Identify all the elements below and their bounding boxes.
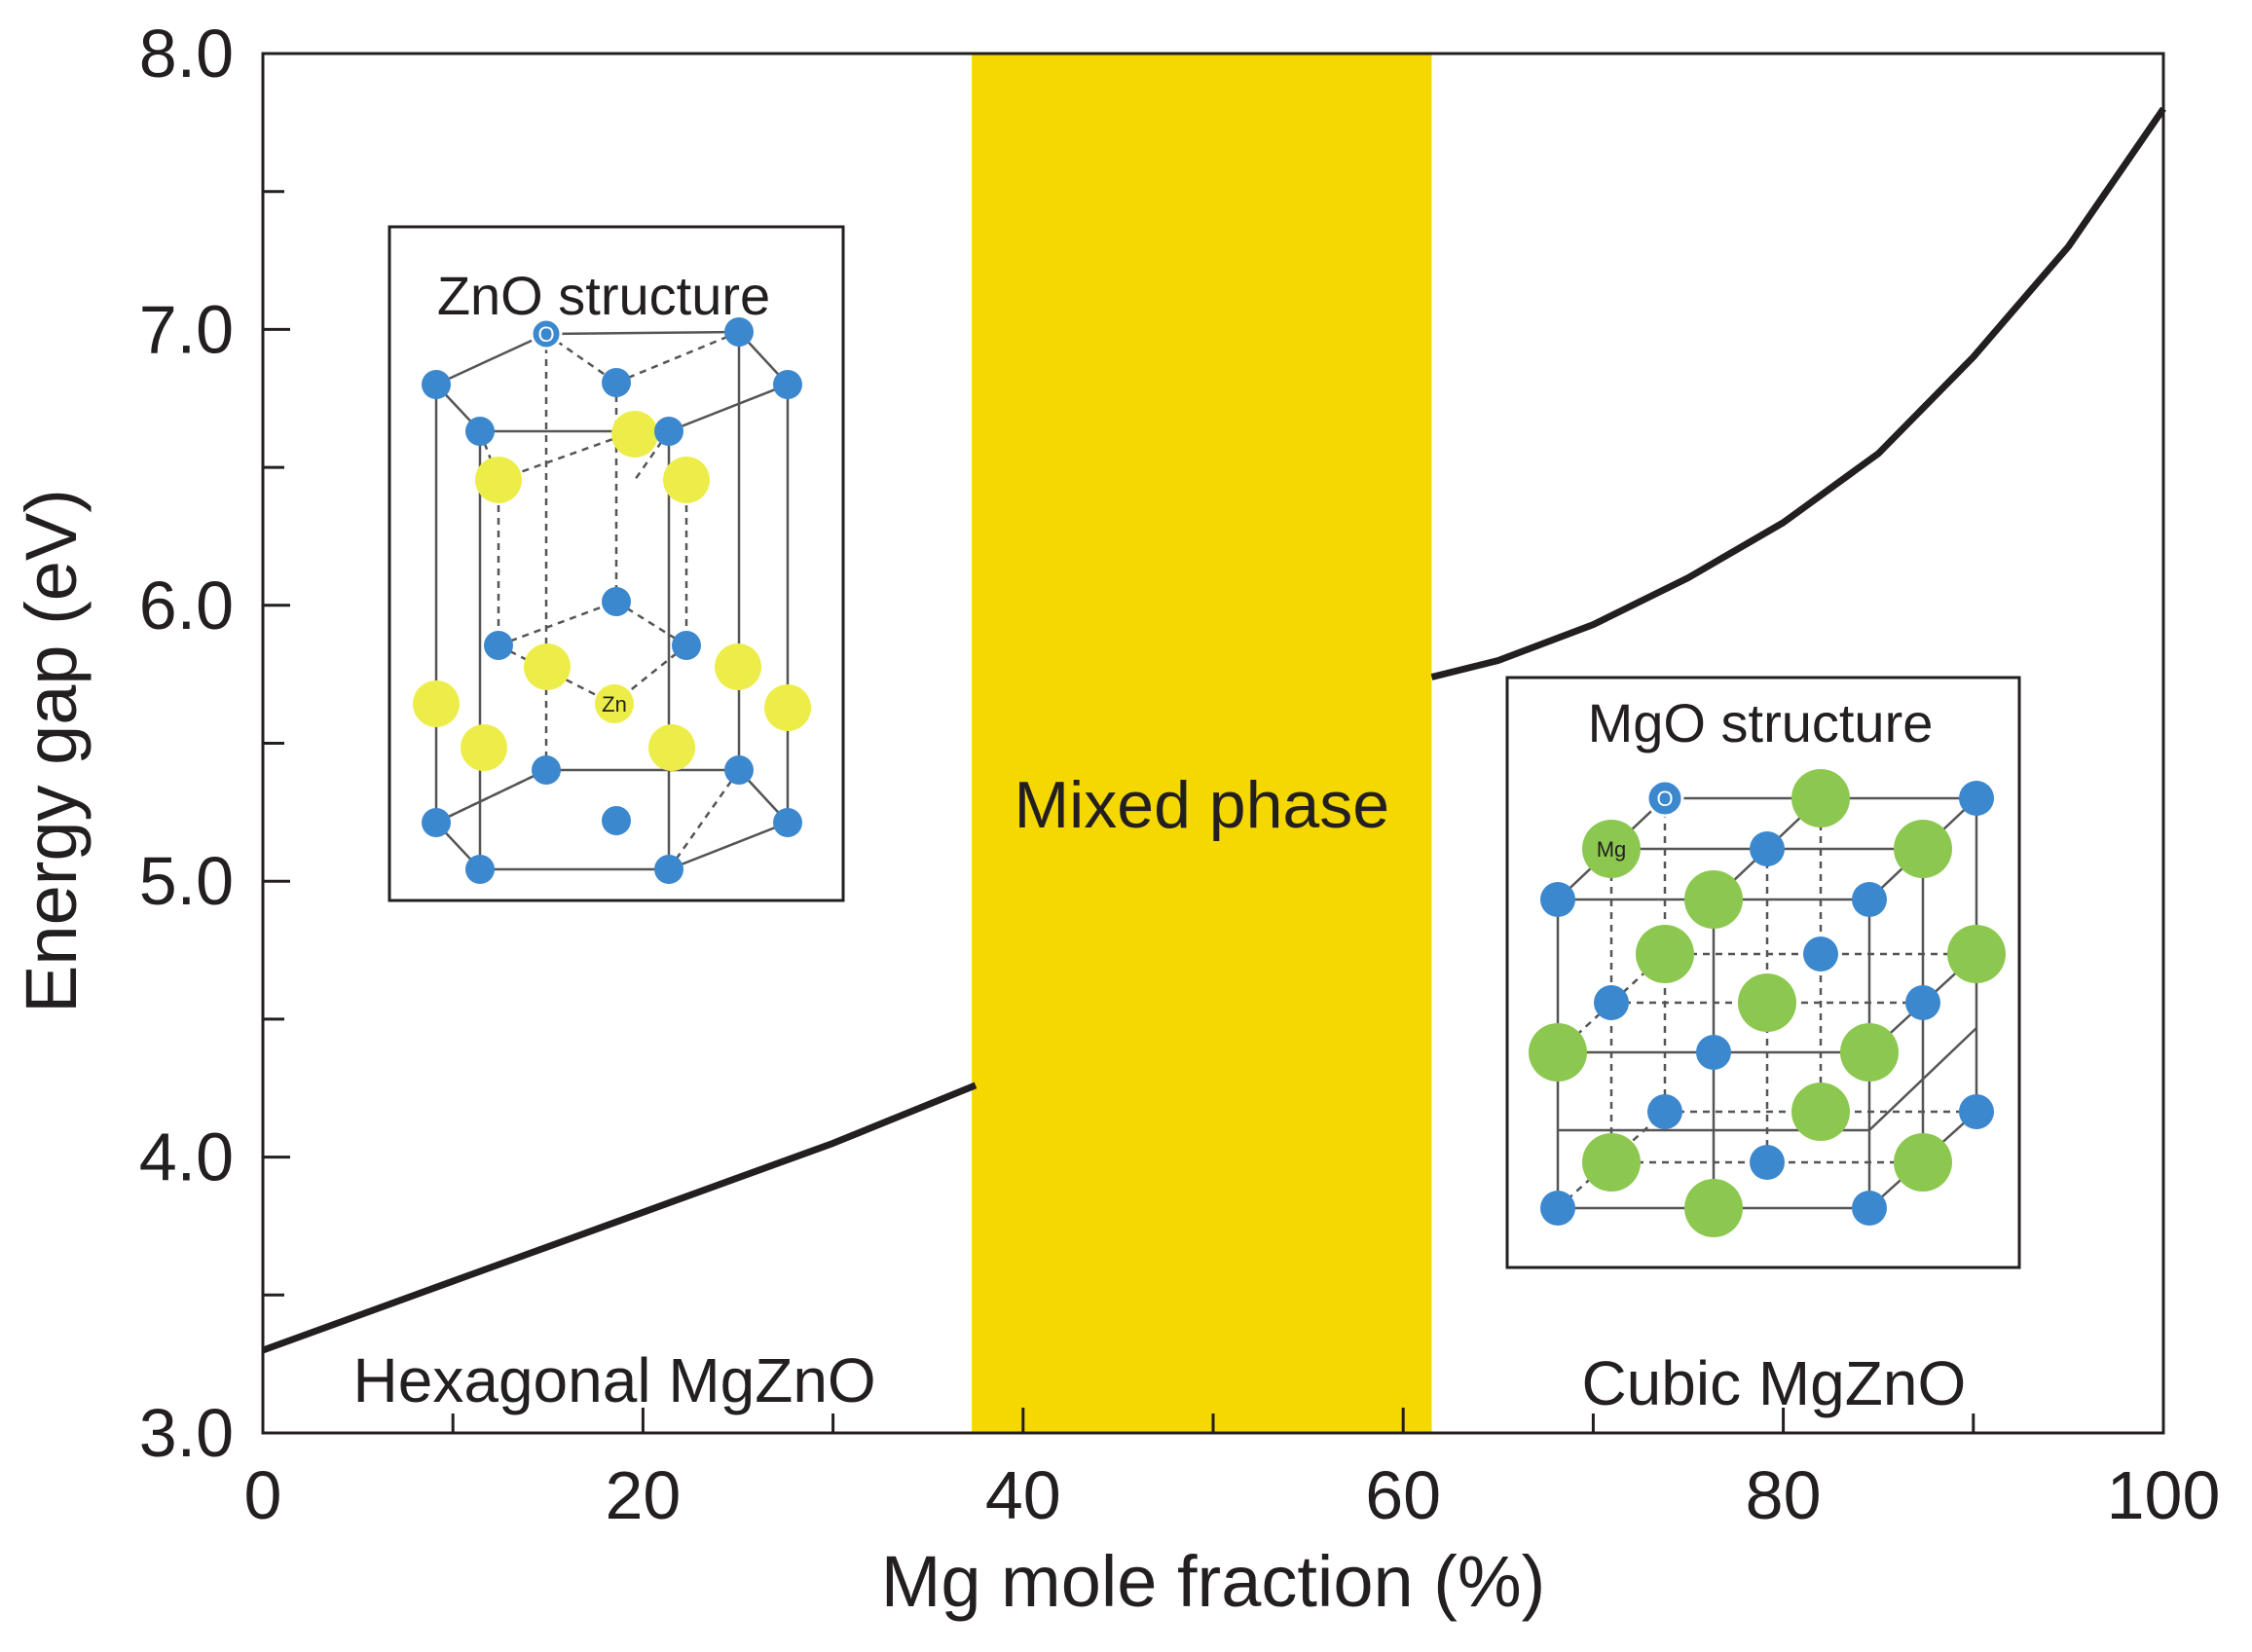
mixed-phase-label: Mixed phase <box>1015 768 1390 842</box>
zno-o-atoms <box>422 317 802 884</box>
x-axis-title: Mg mole fraction (%) <box>881 1541 1546 1622</box>
x-tick-label-0: 0 <box>244 1457 282 1533</box>
x-tick-label-100: 100 <box>2107 1457 2221 1533</box>
mgo-mg-atom-label: Mg <box>1597 837 1627 862</box>
zno-inset-title: ZnO structure <box>437 265 770 326</box>
zno-structure-inset: ZnO structure <box>388 225 845 902</box>
y-tick-label-8.0: 8.0 <box>139 16 234 92</box>
y-tick-label-6.0: 6.0 <box>139 568 234 643</box>
mgo-o-atom-labelled <box>1645 779 1684 818</box>
zno-zn-atom-label: Zn <box>602 692 627 716</box>
y-tick-label-5.0: 5.0 <box>139 843 234 919</box>
x-tick-label-80: 80 <box>1746 1457 1822 1533</box>
x-tick-label-20: 20 <box>605 1457 681 1533</box>
y-axis-title: Energy gap (eV) <box>11 489 92 1013</box>
zno-zn-atoms <box>413 411 811 771</box>
mgo-structure-inset: MgO structure <box>1505 676 2021 1269</box>
hexagonal-region-label: Hexagonal MgZnO <box>353 1345 876 1415</box>
y-axis-ticks: 3.0 4.0 5.0 6.0 7.0 8.0 <box>139 16 290 1471</box>
x-axis-ticks: 0 20 40 60 80 100 <box>244 1408 2221 1533</box>
mgo-inset-title: MgO structure <box>1588 692 1934 753</box>
series-line-cubic <box>1430 106 2166 680</box>
y-tick-label-4.0: 4.0 <box>139 1120 234 1195</box>
mixed-phase-band <box>972 54 1432 1433</box>
x-tick-label-40: 40 <box>985 1457 1061 1533</box>
series-line-hexagonal <box>261 1082 978 1354</box>
mgo-o-atom-label: O <box>1656 787 1673 811</box>
y-tick-label-7.0: 7.0 <box>139 291 234 367</box>
y-tick-label-3.0: 3.0 <box>139 1395 234 1471</box>
x-tick-label-60: 60 <box>1365 1457 1441 1533</box>
mgo-mg-atoms <box>1529 769 2006 1237</box>
cubic-region-label: Cubic MgZnO <box>1581 1348 1966 1418</box>
mgo-o-atoms <box>1540 781 1994 1226</box>
zno-o-atom-labelled <box>530 317 563 350</box>
zno-o-atom-label: O <box>537 322 554 347</box>
mgo-mg-atom-labelled <box>1582 820 1641 878</box>
series-layer <box>261 106 2166 1354</box>
